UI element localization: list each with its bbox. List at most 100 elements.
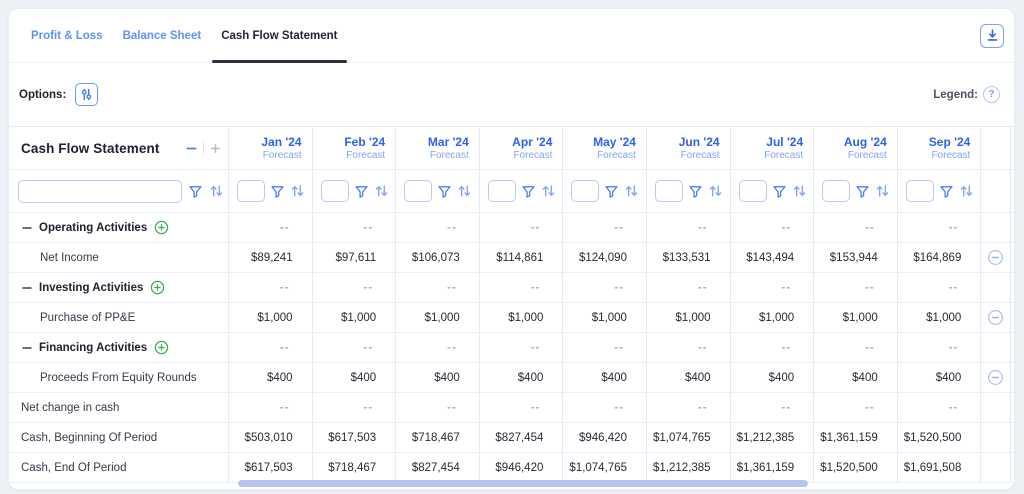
remove-row-button[interactable] <box>987 369 1004 386</box>
column-header-sep-24[interactable]: Sep '24 Forecast <box>897 127 982 170</box>
cell-value: $1,000 <box>424 311 460 324</box>
value-cell: -- <box>897 333 982 363</box>
cell-value: -- <box>447 221 457 234</box>
cell-value: $1,074,765 <box>569 461 627 474</box>
value-cell: $1,361,159 <box>814 423 898 453</box>
row-actions-header-cell <box>981 127 1012 170</box>
sort-icon[interactable] <box>209 184 224 198</box>
cell-value: -- <box>948 401 959 414</box>
filter-icon[interactable] <box>688 184 703 199</box>
column-filter-input[interactable] <box>738 180 767 202</box>
column-filter-input[interactable] <box>905 180 934 202</box>
sort-icon[interactable] <box>875 184 890 198</box>
value-cell: -- <box>897 393 982 423</box>
column-header-aug-24[interactable]: Aug '24 Forecast <box>814 127 898 170</box>
options-button[interactable] <box>75 83 99 106</box>
value-cell: -- <box>229 333 313 363</box>
filter-icon[interactable] <box>939 184 954 199</box>
tabs-bar: Profit & Loss Balance Sheet Cash Flow Stat… <box>9 9 1014 63</box>
cell-value: $1,074,765 <box>653 431 711 444</box>
column-header-apr-24[interactable]: Apr '24 Forecast <box>479 127 564 170</box>
value-cell: $400 <box>730 363 815 393</box>
value-cell: $1,000 <box>396 303 480 333</box>
add-line-item-icon[interactable] <box>154 340 169 355</box>
expand-columns-button[interactable] <box>210 143 221 154</box>
column-filter-input[interactable] <box>237 180 265 202</box>
filter-icon[interactable] <box>772 184 787 199</box>
sort-icon[interactable] <box>708 184 723 198</box>
collapse-row-icon[interactable] <box>22 223 32 233</box>
column-header-jul-24[interactable]: Jul '24 Forecast <box>730 127 815 170</box>
collapse-row-icon[interactable] <box>22 343 32 353</box>
value-cell: $400 <box>396 363 480 393</box>
cell-value: -- <box>614 341 624 354</box>
filter-icon[interactable] <box>270 184 285 199</box>
column-filter-input[interactable] <box>404 180 433 202</box>
column-header-jun-24[interactable]: Jun '24 Forecast <box>646 127 731 170</box>
row-filter-input[interactable] <box>18 179 182 203</box>
sort-icon[interactable] <box>541 184 556 198</box>
sort-icon[interactable] <box>457 184 472 198</box>
sort-icon[interactable] <box>792 184 807 198</box>
value-cell: $400 <box>479 363 564 393</box>
filter-icon[interactable] <box>604 184 619 199</box>
cell-value: -- <box>697 281 708 294</box>
cell-value: -- <box>697 341 708 354</box>
value-cell: -- <box>312 213 397 243</box>
legend: Legend: ? <box>933 86 1000 103</box>
cell-value: $827,454 <box>495 431 544 444</box>
remove-row-button[interactable] <box>987 249 1004 266</box>
row-actions-filter-cell <box>981 170 1012 213</box>
tab-profit-loss[interactable]: Profit & Loss <box>31 29 103 42</box>
collapse-row-icon[interactable] <box>22 283 32 293</box>
value-cell: -- <box>563 273 647 303</box>
remove-row-button[interactable] <box>987 309 1004 326</box>
filter-icon[interactable] <box>855 184 870 199</box>
sort-icon[interactable] <box>290 184 305 198</box>
cell-value: $124,090 <box>579 251 627 264</box>
month-label: Feb '24 <box>344 135 386 149</box>
column-filter-input[interactable] <box>320 180 349 202</box>
row-label-cell: Operating Activities <box>9 213 229 243</box>
scenario-label: Forecast <box>513 150 553 161</box>
tab-cash-flow-statement[interactable]: Cash Flow Statement <box>211 9 347 63</box>
filter-icon[interactable] <box>188 184 203 199</box>
download-button[interactable] <box>980 23 1004 48</box>
add-line-item-icon[interactable] <box>150 280 165 295</box>
legend-label: Legend: <box>933 88 978 101</box>
cell-value: $1,000 <box>257 311 293 324</box>
collapse-columns-button[interactable] <box>186 143 197 154</box>
row-label-cell: Purchase of PP&E <box>9 303 229 333</box>
value-cell: $133,531 <box>646 243 731 273</box>
value-cell: $1,000 <box>646 303 731 333</box>
tab-balance-sheet[interactable]: Balance Sheet <box>122 29 202 42</box>
legend-help-icon[interactable]: ? <box>983 86 1000 103</box>
sort-icon[interactable] <box>624 184 639 198</box>
sort-icon[interactable] <box>374 184 389 198</box>
column-filter-input[interactable] <box>487 180 516 202</box>
add-line-item-icon[interactable] <box>154 220 169 235</box>
column-header-feb-24[interactable]: Feb '24 Forecast <box>312 127 397 170</box>
filter-icon[interactable] <box>354 184 369 199</box>
row-actions-cell <box>981 213 1012 243</box>
value-cell: -- <box>396 333 480 363</box>
column-filter-cell-jul-24 <box>730 170 815 213</box>
value-cell: -- <box>730 333 815 363</box>
cash-flow-table: Cash Flow Statement Jan '24 Forecast Feb '2… <box>9 126 1014 483</box>
column-filter-input[interactable] <box>654 180 683 202</box>
value-cell: -- <box>312 393 397 423</box>
column-filter-input[interactable] <box>571 180 600 202</box>
filter-icon[interactable] <box>437 184 452 199</box>
horizontal-scrollbar-thumb[interactable] <box>238 480 808 487</box>
value-cell: $1,074,765 <box>646 423 731 453</box>
column-header-mar-24[interactable]: Mar '24 Forecast <box>396 127 480 170</box>
cell-value: $114,861 <box>496 251 544 264</box>
sort-icon[interactable] <box>959 184 974 198</box>
value-cell: $1,000 <box>479 303 564 333</box>
value-cell: -- <box>646 393 731 423</box>
filter-icon[interactable] <box>521 184 536 199</box>
column-filter-input[interactable] <box>822 180 851 202</box>
row-actions-cell <box>981 303 1012 333</box>
column-header-may-24[interactable]: May '24 Forecast <box>563 127 647 170</box>
column-header-jan-24[interactable]: Jan '24 Forecast <box>229 127 313 170</box>
